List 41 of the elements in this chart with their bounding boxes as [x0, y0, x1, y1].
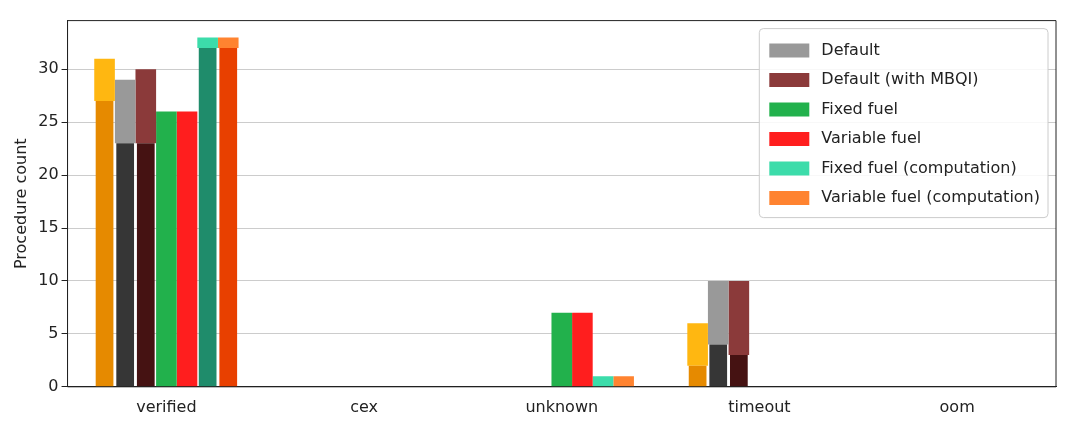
legend-label: Fixed fuel (computation) — [821, 157, 1017, 177]
legend-label: Default (with MBQI) — [821, 69, 979, 89]
bar — [707, 280, 729, 345]
bar — [114, 79, 136, 144]
bar — [688, 365, 707, 387]
bar — [219, 48, 238, 387]
y-tick-label: 30 — [38, 58, 59, 78]
bar — [156, 111, 177, 387]
x-tick-label: unknown — [525, 396, 599, 416]
y-tick-label: 20 — [38, 164, 59, 184]
legend-label: Fixed fuel — [821, 98, 898, 118]
y-tick-label: 15 — [38, 217, 59, 237]
bar — [135, 69, 157, 144]
y-tick-label: 25 — [38, 111, 59, 131]
x-tick-label: cex — [350, 396, 379, 416]
legend-label: Variable fuel — [821, 128, 922, 148]
bar — [572, 312, 593, 387]
bar — [176, 111, 198, 387]
y-tick-label: 10 — [38, 270, 59, 290]
bar — [729, 355, 748, 387]
bar — [116, 143, 135, 387]
bar — [551, 312, 573, 387]
x-tick-label: timeout — [728, 396, 791, 416]
y-axis-title: Procedure count — [10, 138, 30, 270]
x-tick-label: verified — [136, 396, 197, 416]
bar — [94, 58, 115, 102]
y-tick-label: 5 — [48, 323, 59, 343]
bar — [592, 376, 614, 387]
legend-label: Variable fuel (computation) — [821, 187, 1041, 207]
x-tick-label: oom — [939, 396, 975, 416]
bar — [95, 101, 114, 387]
bar — [709, 344, 728, 387]
bar — [197, 37, 218, 49]
y-tick-label: 0 — [48, 375, 59, 395]
bar — [687, 323, 708, 366]
bar — [136, 143, 155, 387]
bar — [217, 37, 239, 49]
bar — [198, 48, 217, 387]
legend-label: Default — [821, 39, 880, 59]
bar — [728, 280, 750, 356]
bar — [613, 376, 634, 387]
